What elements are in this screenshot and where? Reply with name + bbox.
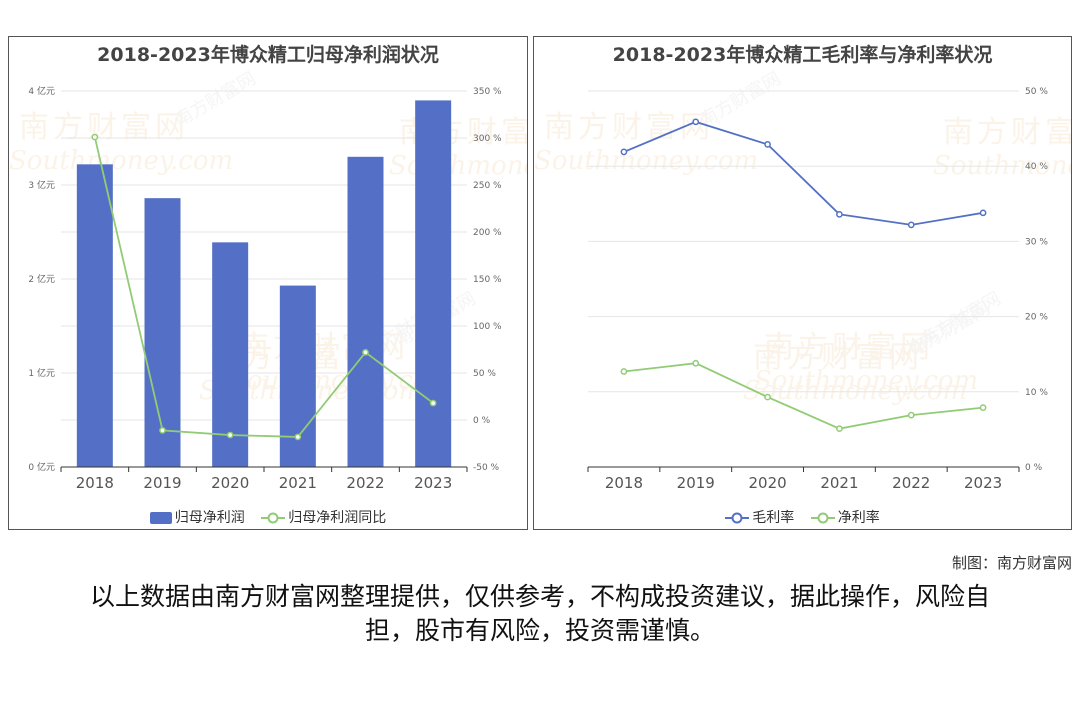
legend-right: 毛利率 净利率 — [534, 507, 1071, 527]
bar-net-profit — [347, 156, 384, 468]
bar-net-profit — [144, 198, 181, 467]
watermark-text-en: Southmoney.com — [389, 151, 528, 181]
y-right-tick-label: 350 % — [473, 87, 502, 97]
y-right-tick-label: 20 % — [1025, 313, 1048, 323]
legend-label-gross-margin: 毛利率 — [752, 510, 795, 526]
bar-net-profit — [212, 242, 249, 467]
y-left-tick-label: 4 亿元 — [28, 85, 55, 97]
point-net-profit-yoy — [226, 431, 234, 439]
y-right-tick-label: 250 % — [473, 181, 502, 191]
x-tick-label: 2021 — [279, 474, 317, 492]
line-gross-margin — [623, 120, 984, 226]
y-left-tick-label: 2 亿元 — [28, 273, 55, 285]
line-net-profit-yoy — [93, 136, 434, 438]
x-tick-label: 2022 — [346, 474, 384, 492]
point-gross-margin — [907, 221, 915, 229]
margin-chart: 南方财富网Southmoney.com南方财富网南方财富网Southmoney.… — [534, 68, 1072, 492]
x-tick-label: 2020 — [211, 474, 249, 492]
y-right-tick-label: -50 % — [473, 463, 500, 473]
watermark-text-en: Southmoney.com — [9, 146, 233, 176]
y-left-tick-label: 1 亿元 — [28, 367, 55, 379]
legend-label-net-margin: 净利率 — [837, 510, 880, 526]
x-tick-label: 2019 — [677, 474, 715, 492]
point-net-profit-yoy — [294, 433, 302, 441]
net-profit-chart: 南方财富网Southmoney.com南方财富网南方财富网Southmoney.… — [9, 68, 528, 492]
watermark-text-cn-rotated: 南方财富网 — [171, 68, 259, 131]
watermark-text-en: Southmoney.com — [534, 146, 758, 176]
legend-label-net-profit-yoy: 归母净利润同比 — [288, 510, 387, 526]
point-net-margin — [620, 368, 628, 375]
x-tick-label: 2018 — [76, 474, 114, 492]
watermark-text-cn-rotated: 南方财富网 — [696, 68, 784, 131]
x-tick-label: 2020 — [748, 474, 786, 492]
y-right-tick-label: 100 % — [473, 322, 502, 332]
x-tick-label: 2023 — [964, 474, 1002, 492]
point-net-profit-yoy — [91, 133, 99, 141]
bar-swatch-icon — [149, 512, 172, 524]
point-net-profit-yoy — [159, 426, 166, 434]
line-circle-swatch-icon — [810, 512, 835, 524]
watermark-text-en: Southmoney.com — [743, 376, 967, 406]
point-net-margin — [764, 393, 771, 401]
point-gross-margin — [692, 118, 700, 126]
y-right-tick-label: 0 % — [473, 416, 491, 426]
chart-title-left: 2018-2023年博众精工归母净利润状况 — [97, 44, 439, 66]
point-net-margin — [907, 411, 915, 419]
x-tick-label: 2023 — [414, 474, 452, 492]
net-profit-chart-panel: 南方财富网 Southmoney.com 南方财富网 南方财富网 Southmoney.… — [8, 36, 528, 530]
watermark-layer: 南方财富网Southmoney.com南方财富网南方财富网Southmoney.… — [534, 68, 1072, 406]
y-right-tick-label: 50 % — [473, 369, 496, 379]
watermark-text-cn: 南方财富网 — [19, 110, 189, 145]
legend-item-gross-margin[interactable]: 毛利率 — [725, 507, 794, 527]
y-left-tick-label: 3 亿元 — [28, 179, 55, 191]
y-right-tick-label: 300 % — [473, 134, 502, 144]
y-right-tick-label: 30 % — [1025, 237, 1048, 247]
watermark-text-cn: 南方财富网 — [943, 115, 1072, 150]
x-tick-label: 2019 — [143, 474, 181, 492]
x-tick-label: 2022 — [892, 474, 930, 492]
legend-label-net-profit: 归母净利润 — [174, 510, 245, 526]
point-gross-margin — [620, 148, 628, 156]
legend-item-net-profit-yoy[interactable]: 归母净利润同比 — [261, 507, 386, 527]
point-net-margin — [692, 359, 700, 367]
point-gross-margin — [764, 141, 771, 148]
y-right-tick-label: 200 % — [473, 228, 502, 238]
y-right-tick-label: 150 % — [473, 275, 502, 285]
line-circle-swatch-icon — [725, 512, 750, 524]
y-right-tick-label: 40 % — [1025, 162, 1048, 172]
point-net-margin — [836, 425, 843, 432]
point-gross-margin — [836, 210, 843, 218]
y-right-tick-label: 50 % — [1025, 87, 1048, 97]
point-net-profit-yoy — [362, 348, 369, 356]
watermark-text-cn: 南方财富网 — [544, 110, 714, 145]
legend-left: 归母净利润 归母净利润同比 — [9, 507, 527, 527]
point-gross-margin — [979, 209, 987, 217]
legend-item-net-profit[interactable]: 归母净利润 — [149, 507, 245, 527]
bar-net-profit — [76, 164, 113, 467]
y-right-tick-label: 10 % — [1025, 388, 1048, 398]
chart-credit: 制图：南方财富网 — [951, 554, 1072, 572]
x-tick-label: 2018 — [605, 474, 643, 492]
watermark-text-cn: 南方财富网 — [753, 340, 923, 375]
watermark-text-cn: 南方财富网 — [764, 330, 934, 365]
y-left-tick-label: 0 亿元 — [28, 461, 55, 473]
line-circle-swatch-icon — [261, 512, 286, 524]
margin-chart-panel: 南方财富网 Southmoney.com 南方财富网 南方财富网 Southmoney.… — [533, 36, 1072, 530]
y-right-tick-label: 0 % — [1025, 463, 1043, 473]
bar-net-profit — [415, 100, 452, 468]
watermark-text-en: Southmoney.com — [754, 366, 978, 396]
x-tick-label: 2021 — [820, 474, 858, 492]
legend-item-net-margin[interactable]: 净利率 — [810, 507, 880, 527]
point-net-profit-yoy — [429, 399, 437, 407]
point-net-margin — [979, 404, 987, 411]
line-net-margin — [623, 362, 984, 430]
chart-title-right: 2018-2023年博众精工毛利率与净利率状况 — [612, 44, 993, 66]
disclaimer-text: 以上数据由南方财富网整理提供，仅供参考，不构成投资建议，据此操作，风险自担，股市… — [89, 582, 990, 645]
